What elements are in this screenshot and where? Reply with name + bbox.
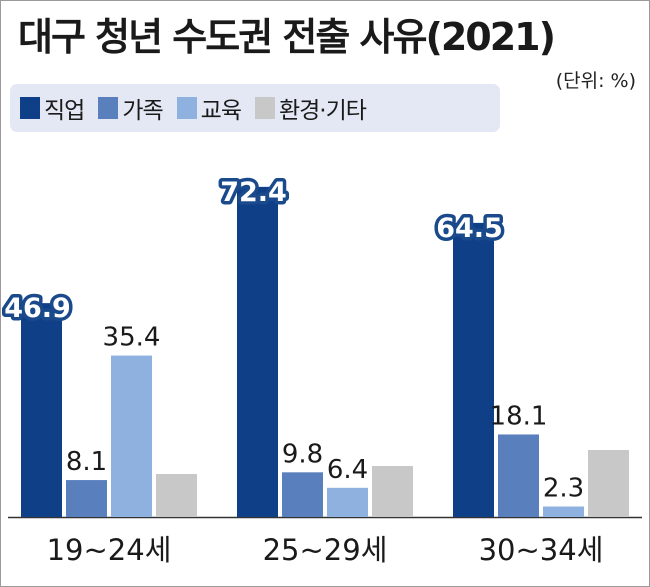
bar-env-other-2 [372,466,413,517]
value-label-family-1: 8.1 [66,447,107,477]
bar-family-1 [66,480,107,517]
legend: 직업 가족 교육 환경·기타 [10,84,500,132]
value-label-education-1: 35.4 [103,323,161,353]
bar-job-3 [453,222,494,517]
legend-item-env-other: 환경·기타 [254,91,367,125]
legend-swatch-family [98,97,119,119]
value-label-job-2: 72.4 [220,177,287,208]
legend-label-education: 교육 [200,98,242,124]
legend-swatch-education [176,97,197,119]
category-label-3: 30~34세 [479,533,604,567]
value-label-family-2: 9.8 [282,439,323,469]
bar-family-2 [282,472,323,517]
category-label-1: 19~24세 [47,533,172,567]
bar-education-1 [111,355,152,517]
legend-item-job: 직업 [20,91,85,125]
value-label-job-1: 46.9 [4,293,71,324]
bar-env-other-3 [588,450,629,517]
bar-env-other-1 [156,474,197,517]
chart-title: 대구 청년 수도권 전출 사유(2021) [18,15,556,59]
legend-swatch-job [20,97,40,119]
bar-job-1 [21,303,62,517]
legend-label-family: 가족 [122,98,163,124]
bar-education-2 [327,487,368,517]
value-label-education-3: 2.3 [543,474,584,504]
bar-job-2 [237,186,278,517]
legend-label-env-other: 환경·기타 [278,98,367,124]
legend-item-family: 가족 [98,91,164,125]
value-label-family-3: 18.1 [490,401,548,431]
category-label-2: 25~29세 [263,533,388,567]
bar-education-3 [543,506,584,517]
legend-swatch-env-other [254,97,275,119]
bar-family-3 [498,434,539,517]
legend-label-job: 직업 [44,98,85,124]
unit-note: (단위: %) [555,70,636,92]
legend-item-education: 교육 [176,91,242,125]
value-label-job-3: 64.5 [436,213,503,244]
value-label-education-2: 6.4 [327,455,368,485]
